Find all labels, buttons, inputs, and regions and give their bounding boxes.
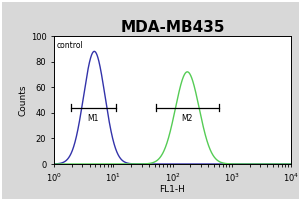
X-axis label: FL1-H: FL1-H — [160, 185, 185, 194]
Y-axis label: Counts: Counts — [19, 84, 28, 116]
Text: M1: M1 — [88, 114, 99, 123]
Text: control: control — [57, 41, 84, 50]
Text: M2: M2 — [182, 114, 193, 123]
Title: MDA-MB435: MDA-MB435 — [120, 20, 225, 35]
